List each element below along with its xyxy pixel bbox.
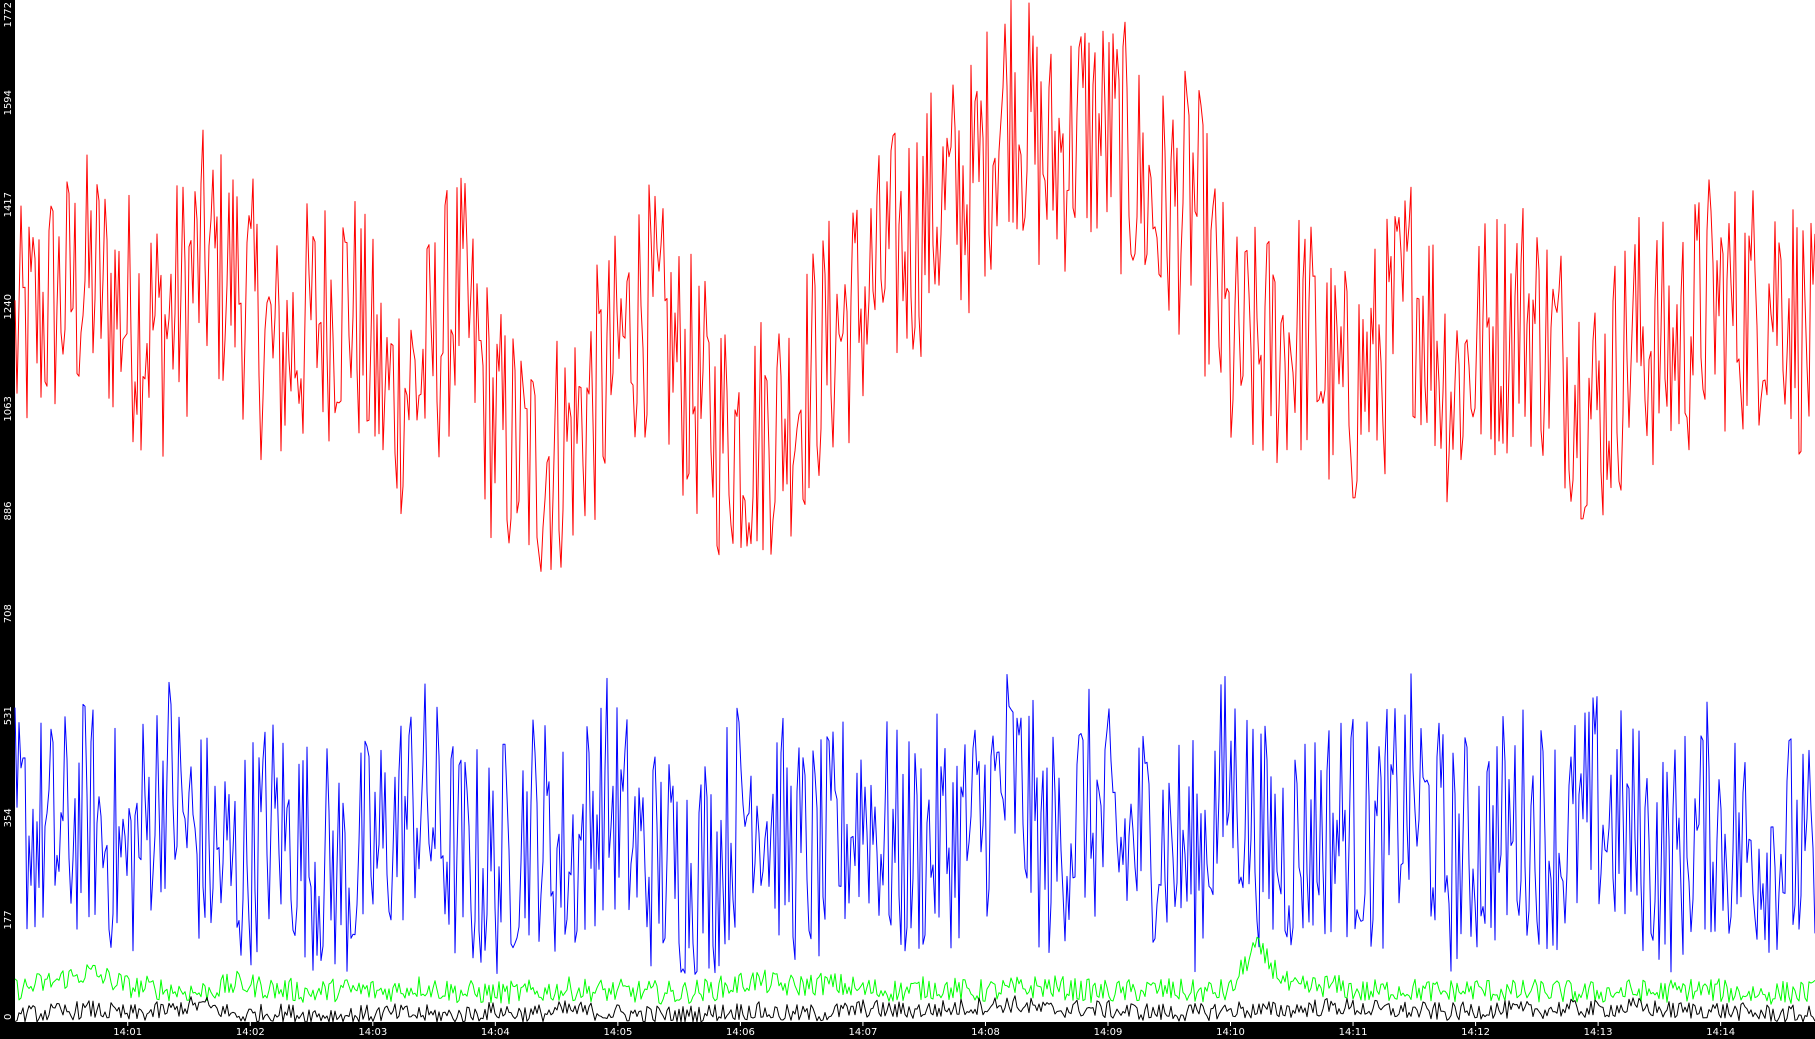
y-tick-label: 1240 xyxy=(3,294,14,319)
series-line-2 xyxy=(14,673,1815,975)
y-tick-label: 1594 xyxy=(3,90,14,115)
y-axis-ticks: 0 177 354 531 708 886 1063 1240 1417 1594 1772 xyxy=(3,2,14,1020)
series-line-1 xyxy=(14,0,1815,572)
x-tick-label: 14:13 xyxy=(1584,1027,1613,1038)
series-layer xyxy=(14,0,1815,1023)
y-tick-label: 1417 xyxy=(3,192,14,217)
y-tick-label: 886 xyxy=(3,501,14,520)
y-tick-label: 177 xyxy=(3,910,14,929)
x-tick-label: 14:12 xyxy=(1461,1027,1490,1038)
x-tick-label: 14:07 xyxy=(848,1027,877,1038)
y-tick-label: 1063 xyxy=(3,396,14,421)
x-axis-ticks: 14:01 14:02 14:03 14:04 14:05 14:06 14:07 14:08… xyxy=(113,1022,1735,1038)
y-axis-band xyxy=(0,0,15,1039)
y-tick-label: 354 xyxy=(3,808,14,827)
x-tick-label: 14:08 xyxy=(971,1027,1000,1038)
plot-background xyxy=(15,0,1815,1022)
x-tick-label: 14:03 xyxy=(358,1027,387,1038)
x-axis-band xyxy=(0,1022,1815,1039)
y-tick-label: 531 xyxy=(3,706,14,725)
x-tick-label: 14:04 xyxy=(481,1027,510,1038)
series-line-3 xyxy=(14,936,1815,1005)
y-tick-label: 0 xyxy=(3,1014,14,1020)
x-tick-label: 14:02 xyxy=(236,1027,265,1038)
x-tick-label: 14:11 xyxy=(1339,1027,1368,1038)
series-line-4 xyxy=(14,995,1815,1023)
x-tick-label: 14:09 xyxy=(1094,1027,1123,1038)
y-tick-label: 1772 xyxy=(3,2,14,27)
x-tick-label: 14:10 xyxy=(1216,1027,1245,1038)
x-tick-label: 14:06 xyxy=(726,1027,755,1038)
y-tick-label: 708 xyxy=(3,604,14,623)
x-tick-label: 14:05 xyxy=(603,1027,632,1038)
x-tick-label: 14:14 xyxy=(1706,1027,1735,1038)
x-tick-label: 14:01 xyxy=(113,1027,142,1038)
